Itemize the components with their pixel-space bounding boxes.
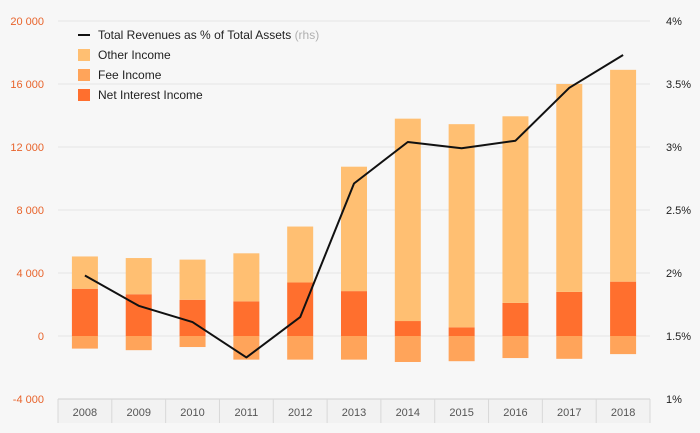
legend: Total Revenues as % of Total Assets (rhs… (78, 28, 319, 102)
bar-net-interest-income-2013 (341, 291, 367, 336)
bar-net-interest-income-2012 (287, 282, 314, 336)
legend-line-name: Total Revenues as % of Total Assets (98, 28, 295, 42)
bar-net-interest-income-2018 (610, 281, 637, 336)
bar-other-income-2015 (448, 124, 475, 328)
x-tick-label: 2014 (396, 407, 420, 419)
bar-other-income-2014 (394, 118, 421, 322)
x-tick-label: 2015 (449, 407, 473, 419)
x-tick-label: 2008 (73, 407, 97, 419)
y-left-tick-label: 20 000 (10, 16, 44, 28)
y-right-tick-label: 1.5% (666, 331, 691, 343)
bar-fee-income-2016 (502, 336, 529, 359)
y-axis-left: 20 000 16 000 12 000 8 000 4 000 0 -4 000 (10, 16, 44, 406)
legend-swatch-fee-income (78, 69, 90, 81)
bar-other-income-2008 (71, 256, 98, 289)
y-left-tick-label: 0 (38, 331, 44, 343)
bar-net-interest-income-2016 (502, 302, 529, 336)
bar-fee-income-2008 (71, 336, 98, 349)
y-right-tick-label: 2% (666, 268, 682, 280)
x-axis: 2008 2009 2010 2011 2012 2013 2014 2015 2016 2017… (57, 398, 651, 423)
y-left-tick-label: 16 000 (10, 79, 44, 91)
legend-swatch-net-interest-income (78, 89, 90, 101)
y-right-tick-label: 4% (666, 16, 682, 28)
bar-other-income-2009 (125, 258, 152, 295)
bar-net-interest-income-2010 (179, 299, 206, 336)
x-tick-label: 2016 (503, 407, 527, 419)
x-tick-label: 2011 (235, 407, 259, 419)
y-right-tick-label: 3.5% (666, 79, 691, 91)
bar-other-income-2012 (287, 226, 314, 283)
bar-net-interest-income-2015 (448, 327, 475, 336)
bar-other-income-2011 (233, 253, 260, 302)
x-tick-label: 2013 (342, 407, 366, 419)
legend-label-fee-income: Fee Income (98, 68, 162, 82)
y-right-tick-label: 3% (666, 142, 682, 154)
x-tick-label: 2009 (126, 407, 150, 419)
bar-fee-income-2009 (125, 336, 152, 351)
bar-fee-income-2013 (341, 336, 367, 360)
bar-other-income-2010 (179, 259, 206, 300)
bars (71, 69, 637, 362)
bar-fee-income-2017 (556, 336, 583, 359)
y-left-tick-label: 4 000 (16, 268, 44, 280)
x-tick-label: 2017 (557, 407, 581, 419)
bar-net-interest-income-2017 (556, 291, 583, 336)
x-tick-label: 2012 (288, 407, 312, 419)
y-right-tick-label: 2.5% (666, 205, 691, 217)
bar-other-income-2016 (502, 116, 529, 303)
bar-net-interest-income-2008 (71, 288, 98, 336)
legend-label-net-interest-income: Net Interest Income (98, 88, 203, 102)
y-left-tick-label: 8 000 (16, 205, 44, 217)
bar-other-income-2013 (341, 166, 367, 292)
bar-fee-income-2011 (233, 336, 260, 360)
bar-other-income-2018 (610, 69, 637, 282)
y-right-tick-label: 1% (666, 394, 682, 406)
bar-fee-income-2012 (287, 336, 314, 360)
x-tick-label: 2010 (180, 407, 204, 419)
legend-label-other-income: Other Income (98, 48, 171, 62)
y-axis-right: 4% 3.5% 3% 2.5% 2% 1.5% 1% (666, 16, 691, 406)
revenue-ratio-line-path (84, 54, 624, 359)
bar-net-interest-income-2011 (233, 301, 260, 336)
legend-line-suffix: (rhs) (295, 28, 320, 42)
bar-other-income-2017 (556, 84, 583, 292)
legend-swatch-other-income (78, 49, 90, 61)
x-tick-label: 2018 (611, 407, 635, 419)
legend-label-line: Total Revenues as % of Total Assets (rhs… (98, 28, 319, 42)
bar-fee-income-2015 (448, 336, 475, 362)
y-left-tick-label: -4 000 (13, 394, 44, 406)
revenue-ratio-line (84, 54, 624, 359)
x-axis-band (58, 399, 650, 423)
bar-net-interest-income-2014 (394, 321, 421, 336)
y-left-tick-label: 12 000 (10, 142, 44, 154)
bar-fee-income-2014 (394, 336, 421, 362)
bar-fee-income-2018 (610, 336, 637, 355)
bar-fee-income-2010 (179, 336, 206, 348)
